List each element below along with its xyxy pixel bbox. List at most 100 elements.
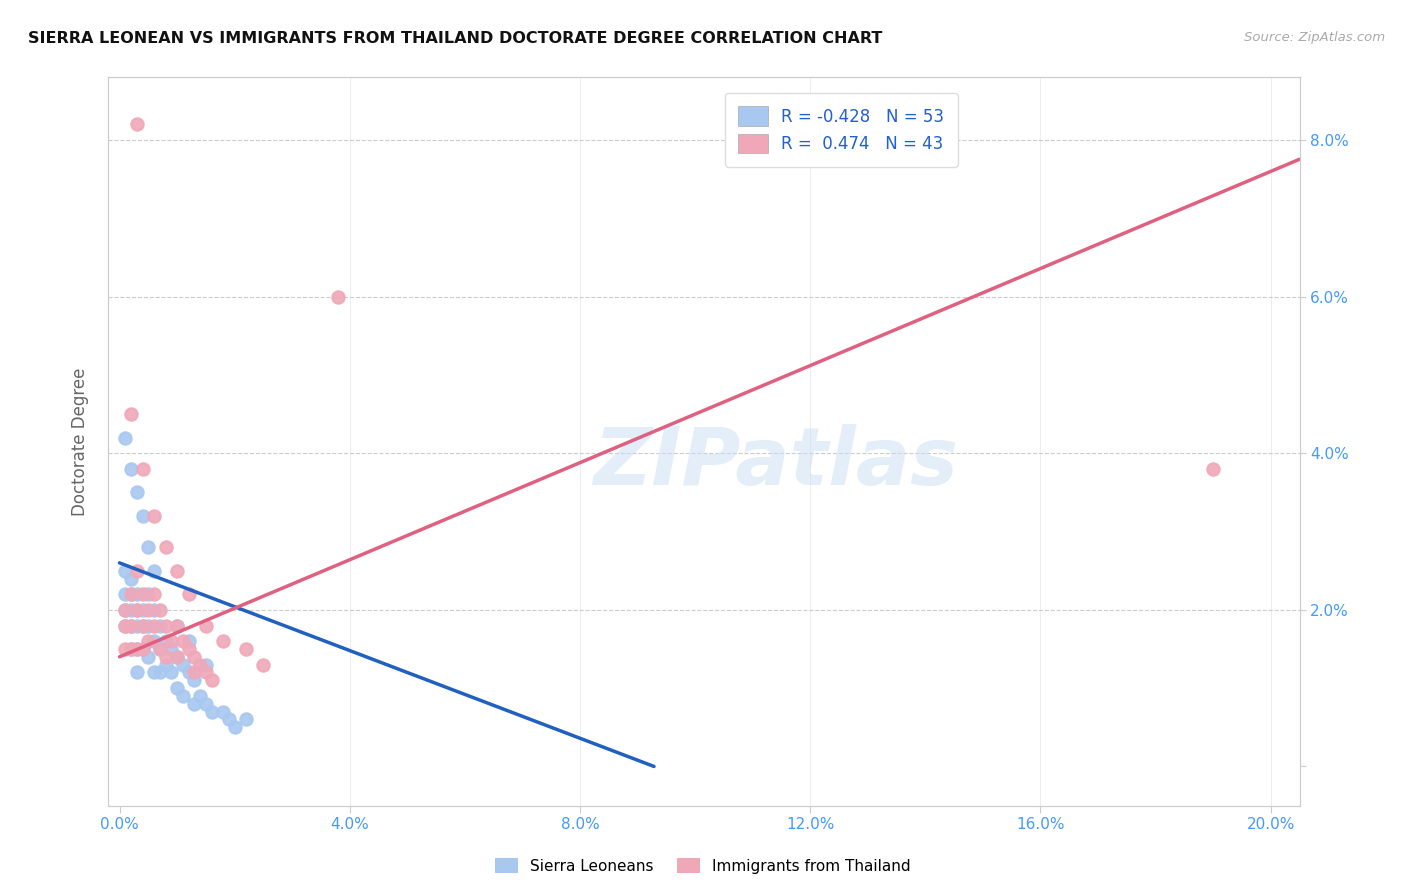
Point — [235, 713, 257, 727]
Point — [136, 618, 159, 632]
Y-axis label: Doctorate Degree: Doctorate Degree — [72, 368, 89, 516]
Point — [200, 705, 222, 719]
Point — [235, 642, 257, 657]
Point — [143, 665, 166, 680]
Point — [143, 587, 166, 601]
Text: SIERRA LEONEAN VS IMMIGRANTS FROM THAILAND DOCTORATE DEGREE CORRELATION CHART: SIERRA LEONEAN VS IMMIGRANTS FROM THAILA… — [28, 31, 883, 46]
Point — [166, 618, 188, 632]
Point — [120, 618, 142, 632]
Point — [177, 587, 200, 601]
Point — [125, 665, 148, 680]
Point — [177, 642, 200, 657]
Point — [149, 642, 172, 657]
Legend: Sierra Leoneans, Immigrants from Thailand: Sierra Leoneans, Immigrants from Thailan… — [489, 852, 917, 880]
Point — [131, 462, 153, 476]
Point — [125, 603, 148, 617]
Point — [166, 681, 188, 695]
Point — [131, 508, 153, 523]
Point — [125, 587, 148, 601]
Point — [188, 657, 211, 672]
Point — [172, 657, 194, 672]
Point — [149, 665, 172, 680]
Point — [149, 642, 172, 657]
Point — [218, 713, 240, 727]
Point — [149, 603, 172, 617]
Point — [131, 618, 153, 632]
Point — [114, 642, 136, 657]
Point — [166, 564, 188, 578]
Point — [120, 618, 142, 632]
Point — [160, 665, 183, 680]
Point — [120, 603, 142, 617]
Point — [114, 603, 136, 617]
Point — [120, 642, 142, 657]
Point — [160, 634, 183, 648]
Point — [143, 618, 166, 632]
Point — [114, 618, 136, 632]
Point — [252, 657, 274, 672]
Point — [183, 649, 205, 664]
Point — [155, 540, 177, 554]
Point — [212, 705, 235, 719]
Point — [143, 564, 166, 578]
Point — [177, 634, 200, 648]
Point — [125, 603, 148, 617]
Point — [166, 618, 188, 632]
Point — [172, 689, 194, 703]
Point — [114, 564, 136, 578]
Point — [143, 634, 166, 648]
Point — [114, 618, 136, 632]
Point — [143, 508, 166, 523]
Point — [149, 618, 172, 632]
Point — [136, 634, 159, 648]
Point — [166, 649, 188, 664]
Point — [183, 673, 205, 688]
Point — [120, 572, 142, 586]
Point — [200, 673, 222, 688]
Point — [120, 407, 142, 421]
Point — [120, 587, 142, 601]
Point — [125, 564, 148, 578]
Point — [136, 587, 159, 601]
Point — [166, 649, 188, 664]
Point — [188, 689, 211, 703]
Text: ZIPatlas: ZIPatlas — [593, 425, 957, 502]
Point — [120, 587, 142, 601]
Point — [183, 665, 205, 680]
Point — [120, 462, 142, 476]
Point — [136, 649, 159, 664]
Point — [194, 665, 217, 680]
Point — [131, 618, 153, 632]
Point — [114, 603, 136, 617]
Point — [125, 642, 148, 657]
Point — [212, 634, 235, 648]
Point — [194, 697, 217, 711]
Point — [120, 642, 142, 657]
Point — [131, 603, 153, 617]
Point — [125, 485, 148, 500]
Point — [155, 618, 177, 632]
Point — [224, 720, 246, 734]
Point — [1202, 462, 1225, 476]
Point — [114, 431, 136, 445]
Point — [194, 618, 217, 632]
Point — [183, 697, 205, 711]
Point — [172, 634, 194, 648]
Point — [177, 665, 200, 680]
Text: Source: ZipAtlas.com: Source: ZipAtlas.com — [1244, 31, 1385, 45]
Point — [131, 587, 153, 601]
Point — [136, 603, 159, 617]
Point — [155, 634, 177, 648]
Point — [143, 603, 166, 617]
Point — [131, 642, 153, 657]
Point — [136, 540, 159, 554]
Point — [160, 642, 183, 657]
Legend: R = -0.428   N = 53, R =  0.474   N = 43: R = -0.428 N = 53, R = 0.474 N = 43 — [724, 93, 957, 167]
Point — [328, 290, 350, 304]
Point — [194, 657, 217, 672]
Point — [155, 649, 177, 664]
Point — [131, 642, 153, 657]
Point — [114, 587, 136, 601]
Point — [125, 618, 148, 632]
Point — [125, 642, 148, 657]
